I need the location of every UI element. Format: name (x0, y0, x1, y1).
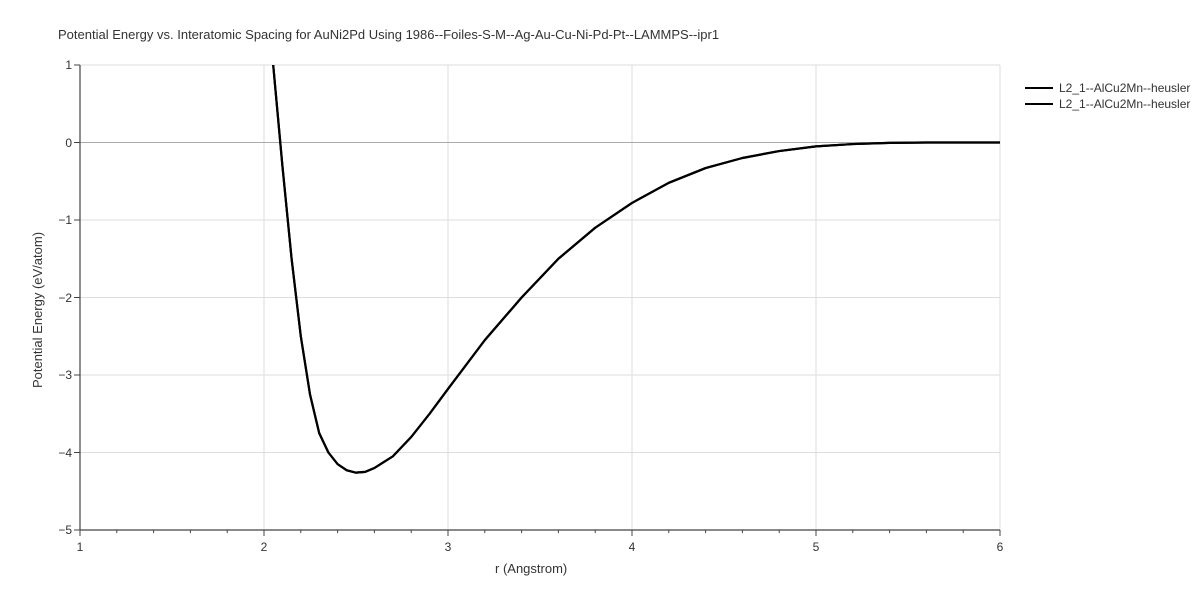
x-tick-label: 5 (813, 540, 820, 554)
chart-container: { "chart": { "type": "line", "title": "P… (0, 0, 1200, 600)
x-tick-label: 6 (997, 540, 1004, 554)
chart-title: Potential Energy vs. Interatomic Spacing… (58, 27, 719, 42)
legend-swatch (1025, 87, 1053, 89)
x-tick-label: 4 (629, 540, 636, 554)
y-tick-label: −5 (50, 523, 72, 537)
y-tick-label: −2 (50, 291, 72, 305)
legend-swatch (1025, 103, 1053, 105)
y-axis-label: Potential Energy (eV/atom) (30, 232, 45, 388)
x-axis-label: r (Angstrom) (495, 561, 567, 576)
y-tick-label: −3 (50, 368, 72, 382)
legend-item[interactable]: L2_1--AlCu2Mn--heusler (1025, 96, 1190, 112)
y-tick-label: −1 (50, 213, 72, 227)
series-line (273, 65, 1000, 473)
legend-label: L2_1--AlCu2Mn--heusler (1059, 81, 1190, 95)
x-tick-label: 1 (77, 540, 84, 554)
x-tick-label: 2 (261, 540, 268, 554)
y-tick-label: 1 (50, 58, 72, 72)
y-tick-label: 0 (50, 136, 72, 150)
legend-item[interactable]: L2_1--AlCu2Mn--heusler (1025, 80, 1190, 96)
legend: L2_1--AlCu2Mn--heusler L2_1--AlCu2Mn--heu… (1025, 80, 1190, 112)
legend-label: L2_1--AlCu2Mn--heusler (1059, 97, 1190, 111)
plot-area (70, 55, 1030, 560)
x-tick-label: 3 (445, 540, 452, 554)
series-line (273, 65, 1000, 473)
y-tick-label: −4 (50, 446, 72, 460)
